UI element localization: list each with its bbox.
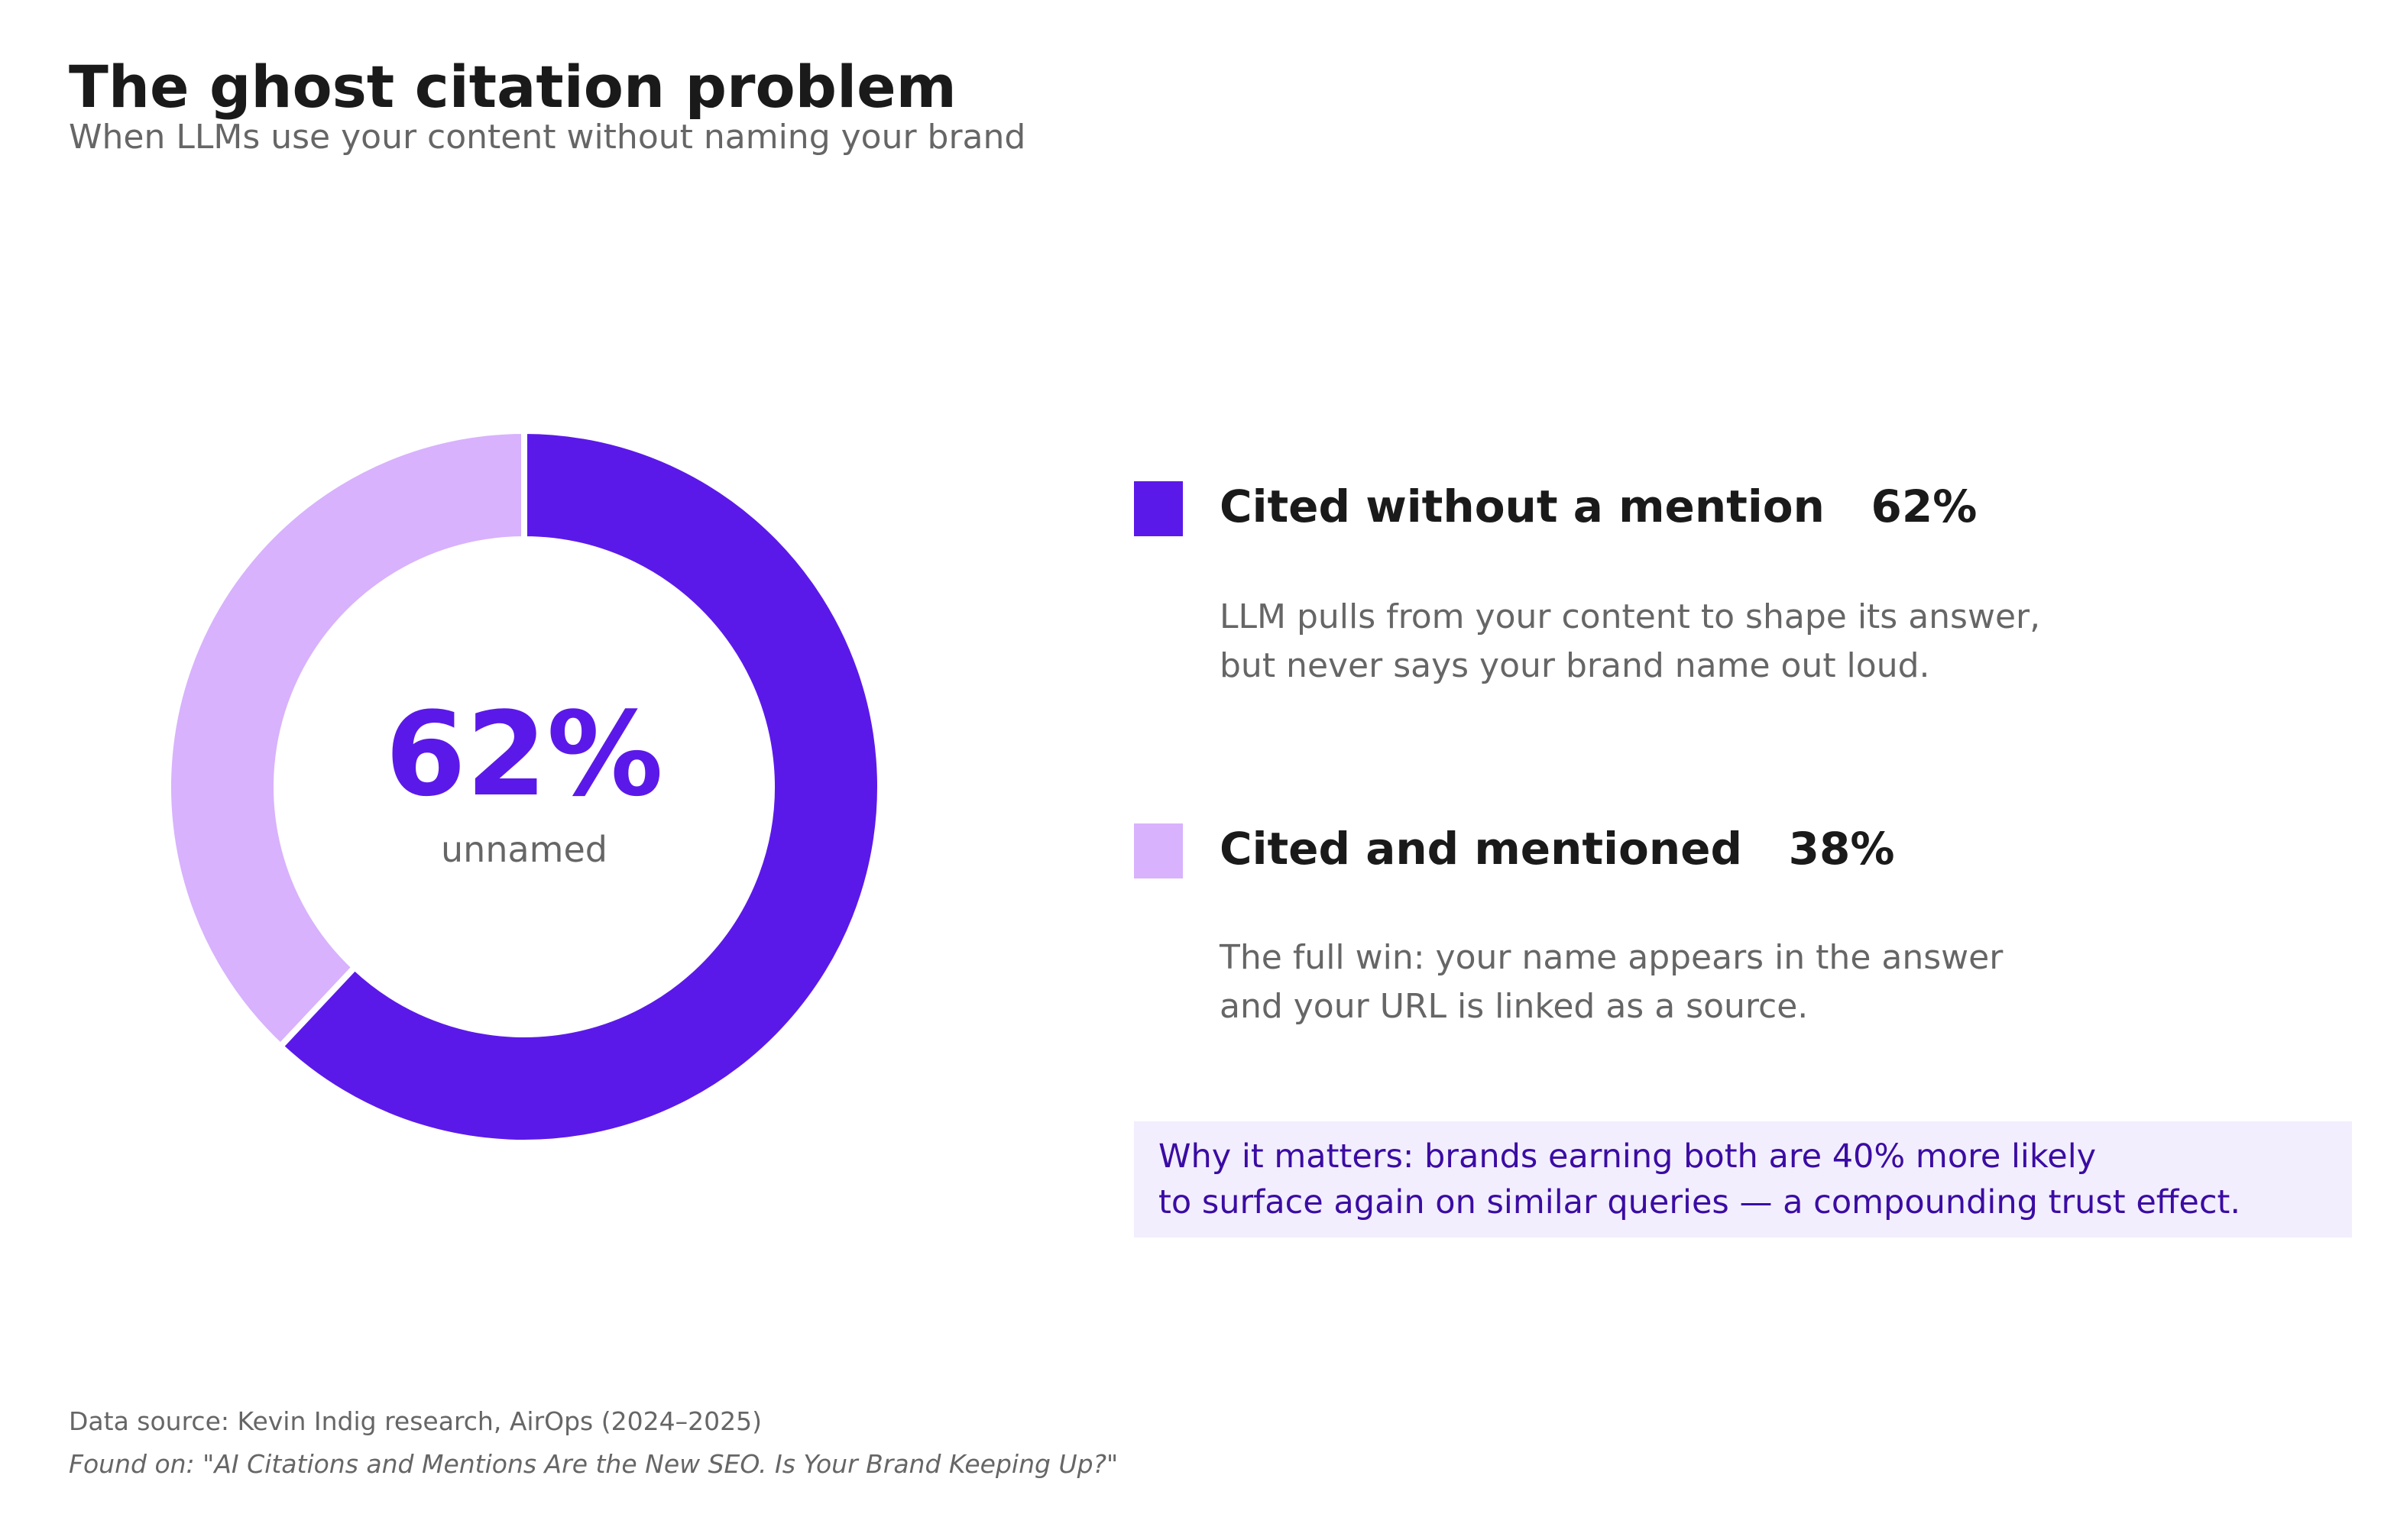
callout-line: Why it matters: brands earning both are … — [1158, 1137, 2097, 1176]
legend-value: 62% — [1871, 480, 1978, 532]
legend-swatch-unmentioned — [1134, 481, 1183, 536]
data-source-note: Data source: Kevin Indig research, AirOp… — [69, 1406, 762, 1436]
donut-slice-mentioned — [165, 427, 527, 1051]
legend-label: Cited and mentioned — [1220, 823, 1743, 875]
description-line: LLM pulls from your content to shape its… — [1220, 597, 2041, 636]
legend-swatch-mentioned — [1134, 823, 1183, 878]
center-label: unnamed — [441, 829, 607, 870]
legend-item-mentioned: Cited and mentioned 38% — [1220, 827, 1894, 871]
callout-line: to surface again on similar queries — a … — [1158, 1183, 2241, 1221]
description-line: and your URL is linked as a source. — [1220, 987, 1809, 1026]
found-on-note: Found on: "AI Citations and Mentions Are… — [69, 1449, 1119, 1479]
legend-item-unmentioned: Cited without a mention 62% — [1220, 484, 1977, 529]
legend-value: 38% — [1788, 823, 1895, 875]
donut-slice-unmentioned — [276, 427, 883, 1146]
description-line: but never says your brand name out loud. — [1220, 646, 1930, 685]
callout-box: Why it matters: brands earning both are … — [1134, 1121, 2352, 1238]
callout-text: Why it matters: brands earning both are … — [1158, 1134, 2240, 1225]
legend-label: Cited without a mention — [1220, 480, 1825, 532]
donut-slices — [165, 427, 883, 1146]
center-value: 62% — [385, 687, 663, 822]
chart-subtitle: When LLMs use your content without namin… — [69, 118, 1026, 157]
description-line: The full win: your name appears in the a… — [1220, 938, 2004, 977]
chart-title: The ghost citation problem — [69, 53, 957, 121]
legend-description-mentioned: The full win: your name appears in the a… — [1220, 933, 2003, 1031]
legend-description-unmentioned: LLM pulls from your content to shape its… — [1220, 593, 2040, 691]
